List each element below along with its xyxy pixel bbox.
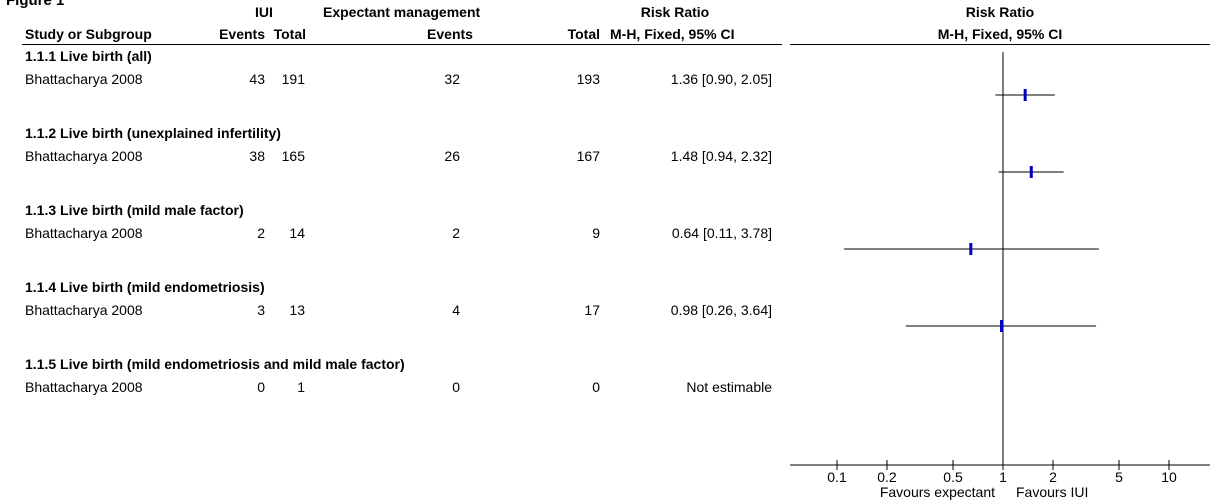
total2-value: 17 <box>584 302 600 318</box>
events1-value: 2 <box>257 225 265 241</box>
study-name: Bhattacharya 2008 <box>25 379 143 395</box>
group2-header: Expectant management <box>323 4 481 20</box>
events1-value: 3 <box>257 302 265 318</box>
point-estimate <box>1029 166 1033 178</box>
plot-title: Risk Ratio <box>965 4 1035 20</box>
events1-value: 43 <box>249 71 265 87</box>
subgroup-title: 1.1.5 Live birth (mild endometriosis and… <box>25 356 405 372</box>
x-tick-label: 1 <box>999 469 1007 485</box>
events2-value: 32 <box>444 71 460 87</box>
favours-right-label: Favours IUI <box>1016 484 1089 500</box>
plot-header-rule <box>790 44 1210 45</box>
total2-value: 193 <box>576 71 600 87</box>
x-tick-label: 0.2 <box>877 469 897 485</box>
col-total2-header: Total <box>567 26 600 42</box>
total2-value: 9 <box>592 225 600 241</box>
events2-value: 4 <box>452 302 460 318</box>
subgroup-title: 1.1.1 Live birth (all) <box>25 48 152 64</box>
total1-value: 14 <box>289 225 305 241</box>
x-tick-label: 2 <box>1049 469 1057 485</box>
subgroup-title: 1.1.2 Live birth (unexplained infertilit… <box>25 125 281 141</box>
total1-value: 165 <box>281 148 305 164</box>
point-estimate <box>1000 320 1004 332</box>
subgroup-title: 1.1.4 Live birth (mild endometriosis) <box>25 279 265 295</box>
total1-value: 191 <box>281 71 305 87</box>
x-tick-label: 10 <box>1161 469 1177 485</box>
point-estimate <box>1023 89 1027 101</box>
study-name: Bhattacharya 2008 <box>25 225 143 241</box>
col-events2-header: Events <box>427 26 473 42</box>
events2-value: 26 <box>444 148 460 164</box>
col-total1-header: Total <box>273 26 306 42</box>
total2-value: 0 <box>592 379 600 395</box>
header-rule <box>22 44 782 45</box>
total1-value: 13 <box>289 302 305 318</box>
col-events1-header: Events <box>219 26 265 42</box>
figure-label: Figure 1 <box>6 0 65 9</box>
col-method-header: M-H, Fixed, 95% CI <box>610 26 735 42</box>
plot-method-header: M-H, Fixed, 95% CI <box>937 26 1063 42</box>
events2-value: 0 <box>452 379 460 395</box>
group1-header: IUI <box>255 4 273 20</box>
x-tick-label: 5 <box>1115 469 1123 485</box>
ci-text: 0.64 [0.11, 3.78] <box>671 225 772 241</box>
events1-value: 38 <box>249 148 265 164</box>
total1-value: 1 <box>297 379 305 395</box>
x-tick-label: 0.5 <box>943 469 963 485</box>
study-name: Bhattacharya 2008 <box>25 148 143 164</box>
ci-text: Not estimable <box>686 379 772 395</box>
events1-value: 0 <box>257 379 265 395</box>
col-study-header: Study or Subgroup <box>25 26 152 42</box>
study-name: Bhattacharya 2008 <box>25 302 143 318</box>
study-name: Bhattacharya 2008 <box>25 71 143 87</box>
total2-value: 167 <box>576 148 600 164</box>
events2-value: 2 <box>452 225 460 241</box>
x-tick-label: 0.1 <box>827 469 847 485</box>
ci-text: 1.36 [0.90, 2.05] <box>670 71 772 87</box>
point-estimate <box>969 243 973 255</box>
subgroup-title: 1.1.3 Live birth (mild male factor) <box>25 202 244 218</box>
ci-text: 0.98 [0.26, 3.64] <box>670 302 772 318</box>
effect-title: Risk Ratio <box>640 4 710 20</box>
ci-text: 1.48 [0.94, 2.32] <box>670 148 772 164</box>
favours-left-label: Favours expectant <box>879 484 995 500</box>
